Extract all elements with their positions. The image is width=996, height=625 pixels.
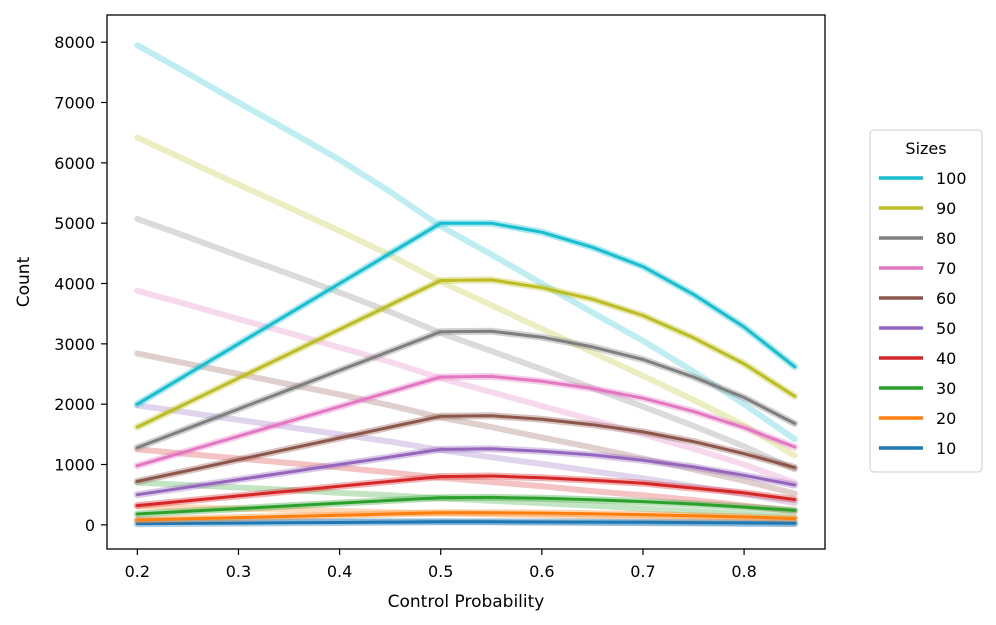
x-tick-label: 0.7	[630, 562, 655, 581]
faded-line-90	[134, 134, 798, 459]
series-line-20	[135, 511, 797, 522]
legend-label-10: 10	[936, 439, 956, 458]
legend-label-60: 60	[936, 289, 956, 308]
y-tick-label: 8000	[54, 33, 95, 52]
series-line-10	[135, 520, 797, 526]
series-line-90	[135, 278, 797, 429]
legend-label-70: 70	[936, 259, 956, 278]
y-tick-label: 3000	[54, 335, 95, 354]
faded-line-70	[134, 287, 798, 486]
x-tick-label: 0.6	[529, 562, 554, 581]
x-tick-label: 0.4	[327, 562, 352, 581]
series-line-100	[135, 221, 797, 406]
x-tick-label: 0.8	[731, 562, 756, 581]
legend: Sizes 100 90 80 70 60 50 40 30 20 10	[869, 129, 983, 473]
x-tick-label: 0.2	[125, 562, 150, 581]
series-line-40	[135, 474, 797, 508]
faded-line-30	[134, 479, 798, 520]
series-line-70	[135, 374, 797, 468]
legend-label-100: 100	[936, 169, 967, 188]
x-tick-label: 0.3	[226, 562, 251, 581]
y-tick-label: 1000	[54, 456, 95, 475]
y-tick-label: 7000	[54, 93, 95, 112]
y-axis: 0 1000 2000 3000 4000 5000 6000 7000 8000	[54, 33, 107, 535]
y-tick-label: 5000	[54, 214, 95, 233]
y-axis-label: Count	[14, 256, 34, 307]
legend-label-80: 80	[936, 229, 956, 248]
legend-title: Sizes	[905, 139, 946, 158]
legend-label-50: 50	[936, 319, 956, 338]
faded-line-50	[134, 402, 798, 507]
y-tick-label: 0	[85, 516, 95, 535]
y-tick-label: 6000	[54, 154, 95, 173]
legend-label-40: 40	[936, 349, 956, 368]
legend-label-20: 20	[936, 409, 956, 428]
legend-items: 100 90 80 70 60 50 40 30 20 10	[879, 169, 967, 458]
y-tick-label: 4000	[54, 275, 95, 294]
legend-label-30: 30	[936, 379, 956, 398]
x-tick-label: 0.5	[428, 562, 453, 581]
series-line-60	[135, 414, 797, 483]
faded-line-80	[134, 215, 798, 473]
series-halo-90	[133, 276, 799, 431]
series-line-30	[135, 495, 797, 516]
plot-frame	[106, 14, 826, 550]
series-line-50	[135, 447, 797, 497]
legend-label-90: 90	[936, 199, 956, 218]
faded-line-100	[134, 42, 798, 443]
x-axis-label: Control Probability	[388, 592, 545, 612]
series-layer	[133, 219, 799, 528]
y-tick-label: 2000	[54, 395, 95, 414]
x-axis: 0.2 0.3 0.4 0.5 0.6 0.7 0.8	[125, 549, 757, 581]
series-line-80	[135, 329, 797, 450]
